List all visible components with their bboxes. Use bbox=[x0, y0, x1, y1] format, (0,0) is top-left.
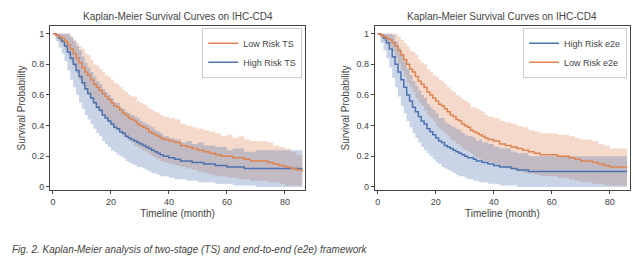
svg-text:80: 80 bbox=[280, 197, 290, 207]
svg-text:1: 1 bbox=[39, 29, 44, 39]
svg-text:60: 60 bbox=[547, 197, 557, 207]
svg-text:Fig. 2. Kaplan-Meier analysis: Fig. 2. Kaplan-Meier analysis of two-sta… bbox=[12, 244, 368, 255]
svg-text:0: 0 bbox=[364, 182, 369, 192]
svg-text:20: 20 bbox=[106, 197, 116, 207]
svg-text:1: 1 bbox=[364, 29, 369, 39]
svg-text:Low Risk e2e: Low Risk e2e bbox=[564, 58, 618, 68]
svg-text:0.2: 0.2 bbox=[32, 151, 45, 161]
svg-text:0.6: 0.6 bbox=[356, 90, 369, 100]
svg-text:High Risk TS: High Risk TS bbox=[243, 58, 295, 68]
svg-text:40: 40 bbox=[489, 197, 499, 207]
svg-text:Kaplan-Meier Survival Curves o: Kaplan-Meier Survival Curves on IHC-CD4 bbox=[407, 11, 597, 22]
svg-text:Survival Probability: Survival Probability bbox=[340, 65, 351, 150]
svg-text:0.2: 0.2 bbox=[356, 151, 369, 161]
svg-text:0.8: 0.8 bbox=[356, 59, 369, 69]
svg-text:20: 20 bbox=[431, 197, 441, 207]
svg-text:60: 60 bbox=[222, 197, 232, 207]
svg-text:Survival Probability: Survival Probability bbox=[16, 65, 27, 150]
svg-text:High Risk e2e: High Risk e2e bbox=[564, 39, 620, 49]
svg-text:0.8: 0.8 bbox=[32, 59, 45, 69]
svg-text:0: 0 bbox=[50, 197, 55, 207]
svg-text:40: 40 bbox=[164, 197, 174, 207]
svg-text:0: 0 bbox=[39, 182, 44, 192]
svg-text:0: 0 bbox=[375, 197, 380, 207]
svg-text:Timeline (month): Timeline (month) bbox=[140, 208, 215, 219]
svg-text:Timeline (month): Timeline (month) bbox=[465, 208, 540, 219]
svg-text:0.4: 0.4 bbox=[356, 121, 369, 131]
svg-text:80: 80 bbox=[605, 197, 615, 207]
svg-text:0.4: 0.4 bbox=[32, 121, 45, 131]
svg-text:Kaplan-Meier Survival Curves o: Kaplan-Meier Survival Curves on IHC-CD4 bbox=[83, 11, 273, 22]
svg-text:0.6: 0.6 bbox=[32, 90, 45, 100]
svg-text:Low Risk TS: Low Risk TS bbox=[243, 39, 293, 49]
